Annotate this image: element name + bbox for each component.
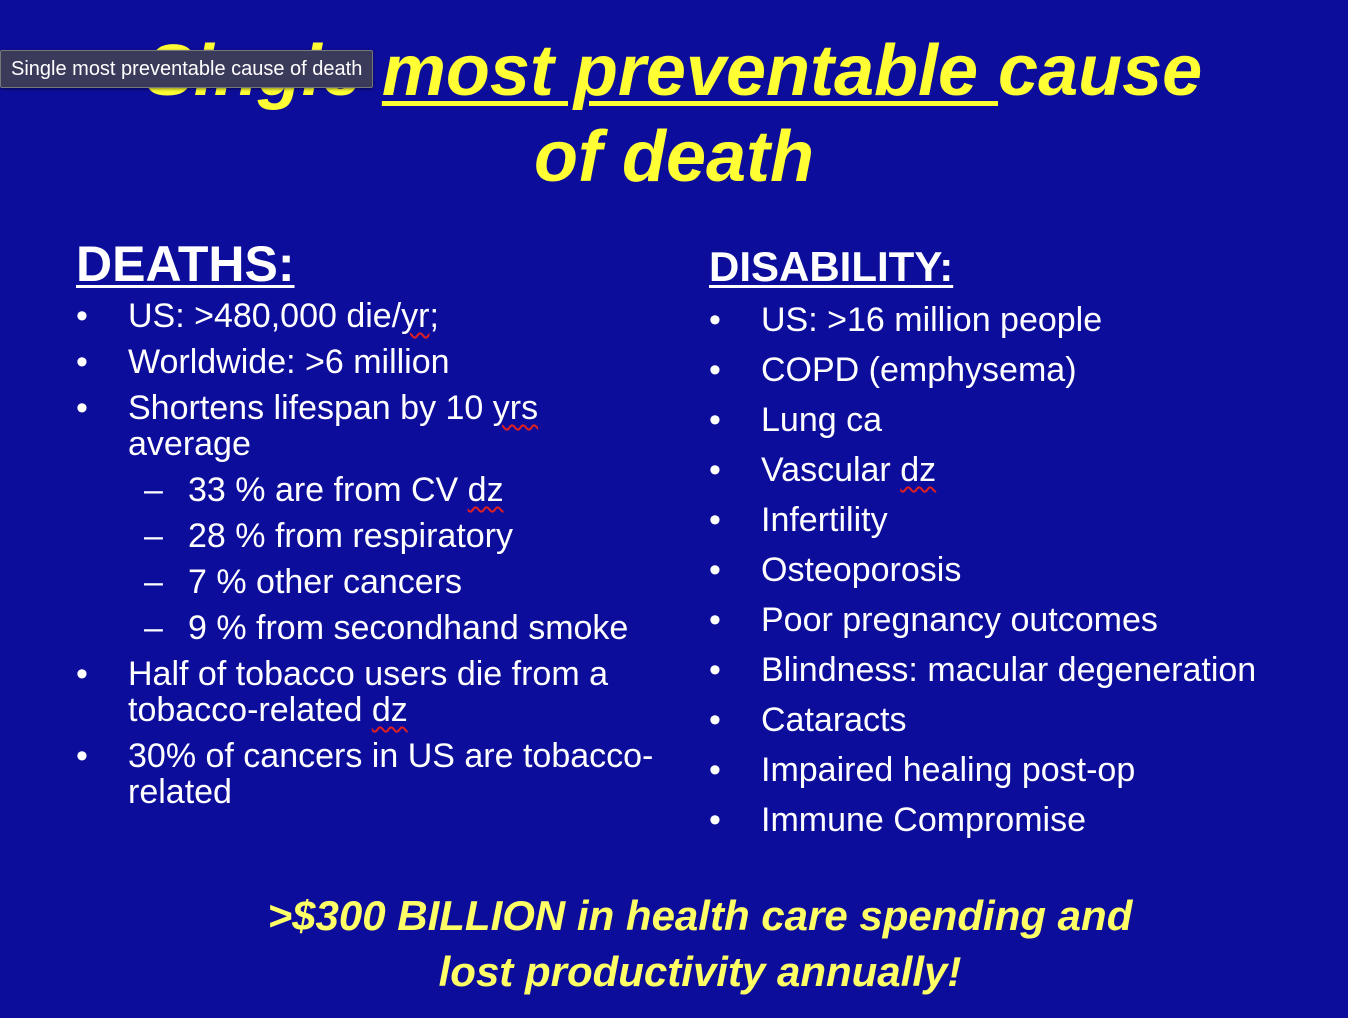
- slide-title[interactable]: Single most preventable cause of death: [0, 28, 1348, 200]
- bullet-icon: •: [76, 737, 88, 775]
- bullet-icon: •: [709, 551, 721, 589]
- footer-line2: lost productivity annually!: [438, 948, 962, 995]
- item-text: 30% of cancers in US are tobacco-related: [128, 737, 654, 811]
- bullet-icon: •: [76, 655, 88, 693]
- sub-list-item: – 28 % from respiratory: [76, 518, 656, 554]
- sub-list-item: – 33 % are from CV dz: [76, 472, 656, 508]
- list-item: • Immune Compromise: [709, 802, 1329, 838]
- item-text: Half of tobacco users die from a tobacco…: [128, 655, 609, 729]
- item-text: Lung ca: [761, 401, 882, 439]
- dash-icon: –: [144, 517, 163, 555]
- title-underlined-part: most preventable: [381, 31, 999, 111]
- item-text: Vascular: [761, 451, 901, 489]
- bullet-icon: •: [709, 801, 721, 839]
- bullet-icon: •: [76, 343, 88, 381]
- item-text: Shortens lifespan by 10: [128, 389, 493, 427]
- title-part3: cause: [998, 31, 1203, 111]
- deaths-list[interactable]: • US: >480,000 die/yr; • Worldwide: >6 m…: [76, 298, 656, 820]
- item-text: US: >16 million people: [761, 301, 1103, 339]
- sub-list-item: – 7 % other cancers: [76, 564, 656, 600]
- bullet-icon: •: [709, 351, 721, 389]
- disability-list[interactable]: • US: >16 million people • COPD (emphysema…: [709, 302, 1329, 852]
- title-line2: of death: [534, 117, 814, 197]
- spellcheck-word[interactable]: yr: [401, 297, 430, 335]
- list-item: • Shortens lifespan by 10 yrs average: [76, 390, 656, 462]
- item-text: average: [128, 425, 251, 463]
- bullet-icon: •: [709, 751, 721, 789]
- list-item: • Worldwide: >6 million: [76, 344, 656, 380]
- list-item: • Lung ca: [709, 402, 1329, 438]
- list-item: • Cataracts: [709, 702, 1329, 738]
- deaths-heading[interactable]: DEATHS:: [76, 236, 295, 292]
- bullet-icon: •: [709, 651, 721, 689]
- bullet-icon: •: [709, 401, 721, 439]
- item-text: Worldwide: >6 million: [128, 343, 450, 381]
- item-text: 28 % from respiratory: [188, 517, 513, 555]
- bullet-icon: •: [709, 451, 721, 489]
- list-item: • US: >480,000 die/yr;: [76, 298, 656, 334]
- item-text: Cataracts: [761, 701, 907, 739]
- item-text: US: >480,000 die/: [128, 297, 402, 335]
- dash-icon: –: [144, 609, 163, 647]
- spellcheck-word[interactable]: dz: [900, 451, 937, 489]
- bullet-icon: •: [709, 301, 721, 339]
- item-text: Poor pregnancy outcomes: [761, 601, 1158, 639]
- item-text: 33 % are from CV: [188, 471, 468, 509]
- list-item: • Poor pregnancy outcomes: [709, 602, 1329, 638]
- item-text: Blindness: macular degeneration: [761, 651, 1257, 689]
- item-text: ;: [429, 297, 439, 335]
- item-text: Impaired healing post-op: [761, 751, 1136, 789]
- spellcheck-word[interactable]: dz: [371, 691, 408, 729]
- sub-list-item: – 9 % from secondhand smoke: [76, 610, 656, 646]
- item-text: Osteoporosis: [761, 551, 962, 589]
- item-text: COPD (emphysema): [761, 351, 1077, 389]
- bullet-icon: •: [76, 297, 88, 335]
- item-text: Immune Compromise: [761, 801, 1086, 839]
- list-item: • COPD (emphysema): [709, 352, 1329, 388]
- list-item: • Infertility: [709, 502, 1329, 538]
- dash-icon: –: [144, 563, 163, 601]
- bullet-icon: •: [709, 701, 721, 739]
- list-item: • Impaired healing post-op: [709, 752, 1329, 788]
- list-item: • 30% of cancers in US are tobacco-relat…: [76, 738, 656, 810]
- list-item: • Blindness: macular degeneration: [709, 652, 1329, 688]
- bullet-icon: •: [709, 501, 721, 539]
- list-item: • Vascular dz: [709, 452, 1329, 488]
- footer-line1: >$300 BILLION in health care spending an…: [267, 892, 1133, 939]
- item-text: Infertility: [761, 501, 888, 539]
- bullet-icon: •: [76, 389, 88, 427]
- disability-heading[interactable]: DISABILITY:: [709, 243, 954, 290]
- list-item: • US: >16 million people: [709, 302, 1329, 338]
- title-tooltip: Single most preventable cause of death: [0, 50, 374, 88]
- footer-callout[interactable]: >$300 BILLION in health care spending an…: [0, 888, 1348, 1000]
- spellcheck-word[interactable]: dz: [467, 471, 504, 509]
- dash-icon: –: [144, 471, 163, 509]
- spellcheck-word[interactable]: yrs: [492, 389, 539, 427]
- item-text: 9 % from secondhand smoke: [188, 609, 629, 647]
- bullet-icon: •: [709, 601, 721, 639]
- item-text: 7 % other cancers: [188, 563, 463, 601]
- list-item: • Half of tobacco users die from a tobac…: [76, 656, 656, 728]
- list-item: • Osteoporosis: [709, 552, 1329, 588]
